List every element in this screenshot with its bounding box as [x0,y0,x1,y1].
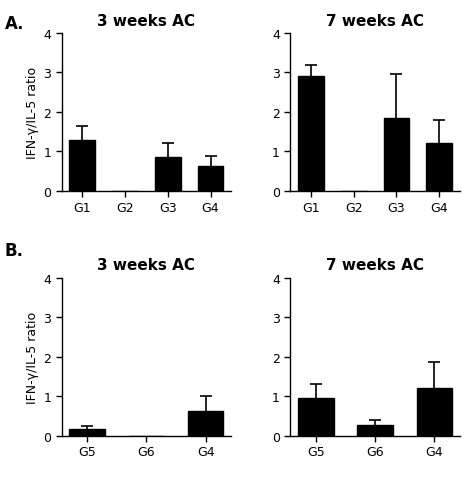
Y-axis label: IFN-γ/IL-5 ratio: IFN-γ/IL-5 ratio [26,67,39,159]
Y-axis label: IFN-γ/IL-5 ratio: IFN-γ/IL-5 ratio [26,311,39,403]
Title: 7 weeks AC: 7 weeks AC [326,14,424,29]
Bar [427,144,452,191]
Text: B.: B. [5,242,24,260]
Bar [69,140,95,191]
Bar [155,158,181,191]
Bar [198,167,223,191]
Title: 7 weeks AC: 7 weeks AC [326,258,424,273]
Bar [357,425,393,436]
Title: 3 weeks AC: 3 weeks AC [97,258,195,273]
Text: A.: A. [5,15,24,32]
Title: 3 weeks AC: 3 weeks AC [97,14,195,29]
Bar [298,398,334,436]
Bar [417,388,452,436]
Bar [188,411,223,436]
Bar [298,77,324,191]
Bar [383,119,409,191]
Bar [69,429,105,436]
